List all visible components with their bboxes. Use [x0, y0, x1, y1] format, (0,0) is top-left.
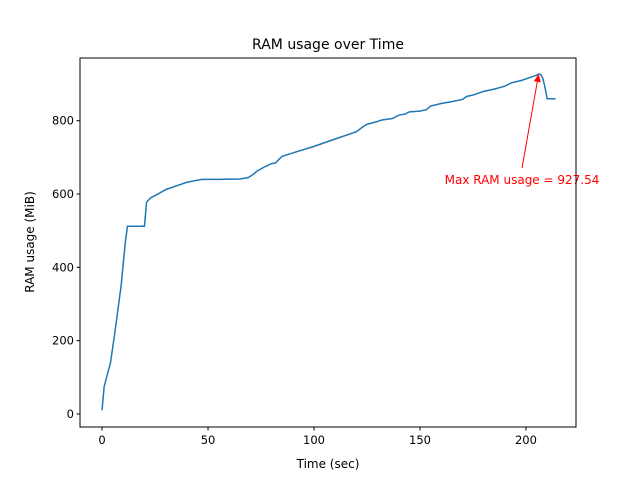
- y-tick-label: 200: [52, 334, 74, 348]
- plot-frame: [79, 57, 577, 428]
- annotation: Max RAM usage = 927.54: [445, 173, 600, 187]
- x-axis-label: Time (sec): [296, 457, 360, 471]
- x-tick-label: 150: [409, 433, 431, 447]
- y-tick-label: 0: [67, 407, 74, 421]
- y-tick-label: 400: [52, 260, 74, 274]
- annotation-arrow: [521, 81, 538, 169]
- x-tick-label: 100: [303, 433, 325, 447]
- line: [101, 73, 556, 411]
- x-tick-label: 0: [98, 433, 105, 447]
- annotation-arrowhead: [533, 73, 541, 83]
- chart-title: RAM usage over Time: [252, 37, 404, 53]
- y-tick-label: 800: [52, 114, 74, 128]
- x-tick-label: 50: [201, 433, 216, 447]
- y-axis-label: RAM usage (MiB): [23, 191, 37, 293]
- y-tick-label: 600: [52, 187, 74, 201]
- x-tick-label: 200: [515, 433, 537, 447]
